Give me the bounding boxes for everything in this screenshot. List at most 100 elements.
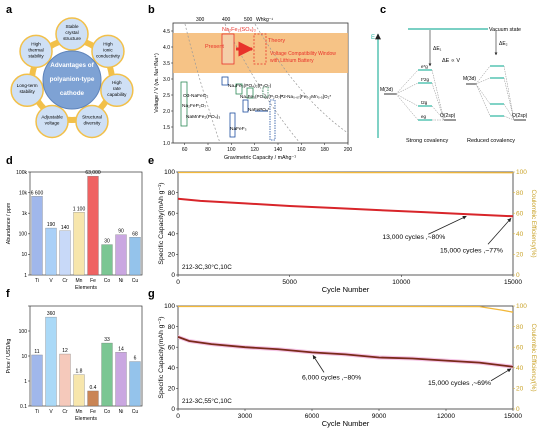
o-left-label: O(2sp) — [440, 113, 456, 119]
y-tick-label: 2.0 — [163, 109, 170, 115]
x-tick-label: Ti — [35, 409, 39, 415]
material-m9: NaFeF₃ — [230, 126, 247, 132]
x-axis-label: Gravimetric Capacity / mAhg⁻¹ — [224, 155, 296, 161]
t2g-star-label: t*2g — [421, 77, 430, 82]
y-tick-label: 100 — [19, 232, 28, 238]
petal-circle — [55, 17, 89, 51]
bar-value-label: 33 — [104, 337, 110, 343]
x-tick-label: 5000 — [282, 279, 297, 286]
y-tick-label: 10k — [19, 190, 28, 196]
y2-tick-label: 0 — [516, 272, 520, 279]
x-tick-label: Co — [104, 409, 111, 415]
y2-tick-label: 20 — [516, 386, 524, 393]
bar-Cu — [129, 237, 141, 276]
petal-label-line: stability — [28, 53, 44, 58]
center-line-1: Advantages of — [50, 62, 94, 69]
marker-m7 — [180, 81, 188, 127]
y-tick-label: 60 — [168, 344, 176, 351]
y-tick-label: 40 — [168, 231, 176, 238]
theory-label: Theory — [268, 38, 285, 44]
material-m2: Na₄Fe₃(PO₄)₂(P₂O₇) — [228, 83, 272, 89]
y-axis-label: Abundance / ppm — [6, 202, 12, 244]
y-tick-label: 1.5 — [163, 125, 170, 131]
y-tick-label: 3.5 — [163, 61, 170, 67]
x-tick-label: Ni — [119, 409, 124, 415]
y2-tick-label: 40 — [516, 365, 524, 372]
bar-Ni — [115, 234, 127, 276]
petal-label-line: thermal — [28, 47, 43, 52]
petal-circle — [91, 34, 125, 69]
x-axis-label: Elements — [75, 416, 97, 422]
right-connector-lines — [475, 65, 515, 121]
y2-tick-label: 80 — [516, 190, 524, 197]
y2-tick-label: 60 — [516, 210, 524, 217]
y-tick-label: 0 — [171, 272, 175, 279]
petal-label-line: Long-term — [17, 83, 38, 88]
annotation-arrow — [487, 217, 512, 245]
bar-value-label: 6 — [134, 356, 137, 362]
x-tick-label: Mn — [76, 409, 83, 415]
x-axis-label: Cycle Number — [322, 285, 370, 294]
y2-tick-label: 20 — [516, 252, 524, 259]
x-tick-label: 80 — [205, 147, 211, 153]
marker-m2 — [246, 87, 254, 99]
x-tick-label: Cr — [62, 409, 68, 415]
center-circle — [42, 50, 102, 110]
voltage-window-band — [173, 33, 348, 73]
y-axis-label: Specific Capacity(mAh g⁻¹) — [158, 316, 165, 398]
y-tick-label: 1 — [24, 379, 27, 385]
petal-label-line: rate — [113, 86, 121, 91]
coulombic-efficiency-line — [178, 305, 514, 313]
marker-m9 — [229, 112, 236, 138]
bar-value-label: 0.4 — [90, 385, 97, 391]
petal-label-line: High — [31, 41, 41, 46]
y-tick-label: 3.0 — [163, 77, 170, 83]
x-tick-label: 160 — [297, 147, 306, 153]
material-m4: P2-Na₀.₆₇[Fe₀.₅Mn₀.₅]O₂* — [280, 94, 331, 99]
x-tick-label: Cu — [132, 278, 139, 284]
petal-circle — [19, 34, 53, 69]
material-m1: O3-NaFeO₂ — [183, 93, 208, 99]
x-tick-label: 60 — [182, 147, 188, 153]
petal-label-line: Structural — [82, 114, 102, 119]
bar-Ti — [31, 196, 43, 276]
bar-Co — [101, 342, 113, 407]
center-line-3: cathode — [60, 90, 85, 97]
x-tick-label: Fe — [90, 409, 96, 415]
petal-circle — [100, 73, 134, 107]
y-tick-label: 0 — [171, 406, 175, 413]
petal-label-line: Adjustable — [41, 114, 63, 119]
energy-tick-400: 400 — [222, 17, 231, 23]
present-label: Present — [205, 44, 224, 50]
y-tick-label: 4.5 — [163, 29, 170, 35]
bar-Cr — [59, 353, 71, 407]
petal-circle — [10, 73, 44, 107]
y2-tick-label: 100 — [516, 303, 527, 310]
y-tick-label: 10 — [21, 354, 27, 360]
eg-star-label: e*g — [421, 64, 428, 69]
marker-m8 — [242, 99, 249, 113]
x-tick-label: 180 — [320, 147, 329, 153]
petal-label-4: Adjustable voltage — [41, 114, 63, 125]
bar-value-label: 1.8 — [76, 369, 83, 375]
x-tick-label: V — [49, 409, 53, 415]
specific-capacity-line — [177, 197, 514, 218]
annotation-label: 13,000 cycles ,~80% — [382, 234, 445, 241]
panel-d-label: d — [6, 155, 13, 167]
annotation-arrow — [428, 215, 467, 235]
x-tick-label: 15000 — [504, 279, 522, 286]
y2-tick-label: 80 — [516, 324, 524, 331]
specific-capacity-line — [177, 336, 514, 368]
y-tick-label: 40 — [168, 365, 176, 372]
y-tick-label: 100 — [164, 169, 175, 176]
x-tick-label: 200 — [344, 147, 353, 153]
marker-m5 — [235, 83, 243, 95]
material-m3: Na₄Fe₃(PO₄)₂(P₂O₇)* — [240, 94, 283, 99]
y-axis-label: Price / USD/kg — [6, 339, 12, 374]
energy-unit: Whkg⁻¹ — [256, 17, 273, 23]
bar-value-label: 11 — [34, 349, 39, 355]
petal-label-1: High ionic conductivity — [96, 41, 121, 58]
